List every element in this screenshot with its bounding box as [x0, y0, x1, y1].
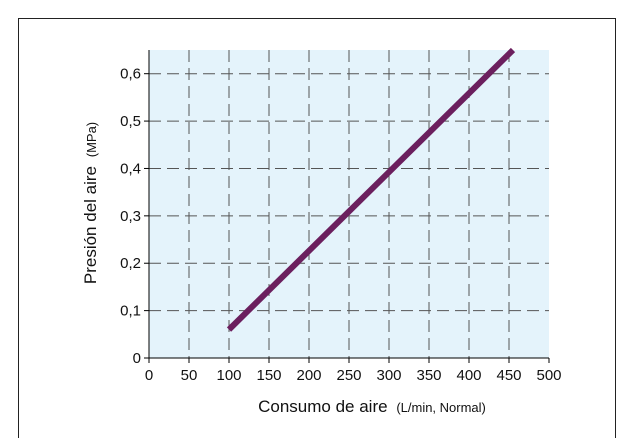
- y-tick-labels: 0 0,1 0,2 0,3 0,4 0,5 0,6: [120, 66, 141, 367]
- y-axis-label-main: Presión del aire: [81, 166, 100, 284]
- y-tick-label-0-4: 0,4: [120, 160, 141, 177]
- y-tick-label-0-6: 0,6: [120, 66, 141, 83]
- y-tick-label-0-1: 0,1: [120, 303, 141, 320]
- line-chart: 0 50 100 150 200 250 300 350 400 450 500 0 0,1 0,2 0,…: [81, 47, 562, 416]
- y-tick-label-0-3: 0,3: [120, 208, 141, 225]
- x-tick-label-50: 50: [181, 367, 198, 384]
- y-tick-label-0-2: 0,2: [120, 255, 141, 272]
- x-tick-label-500: 500: [536, 367, 561, 384]
- series-line-0: [226, 47, 516, 332]
- x-axis-label-main: Consumo de aire: [258, 397, 387, 416]
- x-tick-label-150: 150: [256, 367, 281, 384]
- x-tick-label-100: 100: [216, 367, 241, 384]
- y-axis-label-unit: (MPa): [84, 122, 99, 157]
- x-axis-label: Consumo de aire (L/min, Normal): [258, 397, 486, 416]
- x-tick-label-0: 0: [145, 367, 153, 384]
- x-tick-label-250: 250: [336, 367, 361, 384]
- x-axis-label-unit: (L/min, Normal): [396, 400, 486, 415]
- x-tick-labels: 0 50 100 150 200 250 300 350 400 450 500: [145, 367, 562, 384]
- grid-lines: [149, 50, 549, 358]
- x-tick-label-300: 300: [376, 367, 401, 384]
- x-tick-label-200: 200: [296, 367, 321, 384]
- y-tick-label-0: 0: [133, 350, 141, 367]
- y-tick-label-0-5: 0,5: [120, 113, 141, 130]
- x-tick-label-450: 450: [496, 367, 521, 384]
- series-group: [226, 47, 516, 332]
- x-tick-label-400: 400: [456, 367, 481, 384]
- axes: [144, 50, 550, 363]
- y-axis-label: Presión del aire (MPa): [81, 122, 100, 284]
- x-tick-label-350: 350: [416, 367, 441, 384]
